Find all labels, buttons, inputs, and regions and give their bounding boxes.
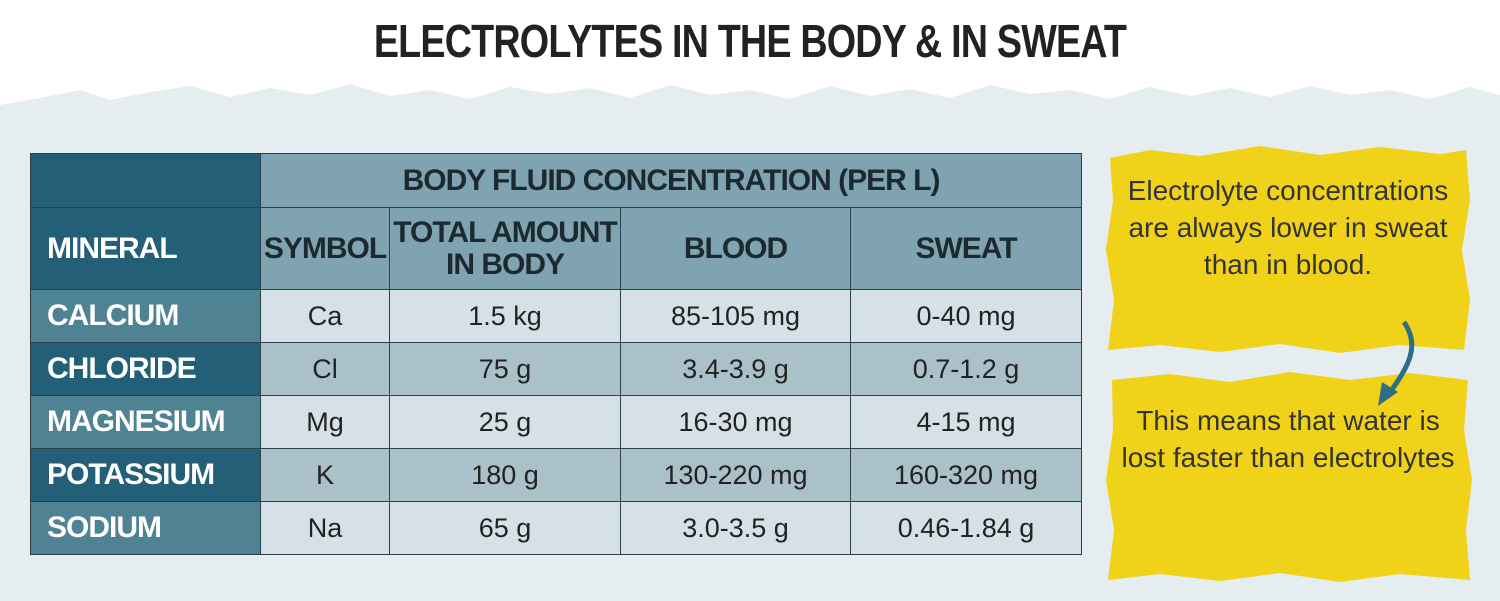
table-cell: 4-15 mg: [850, 395, 1082, 449]
table-cell: Na: [260, 501, 390, 555]
table-cell: 130-220 mg: [620, 448, 851, 502]
table-cell: Ca: [260, 289, 390, 343]
table-cell: CHLORIDE: [30, 342, 261, 396]
table-cell: 3.4-3.9 g: [620, 342, 851, 396]
table-cell: TOTAL AMOUNT IN BODY: [389, 207, 621, 290]
note: Electrolyte concentrations are always lo…: [1127, 175, 1449, 280]
table-cell: 3.0-3.5 g: [620, 501, 851, 555]
table-cell: 25 g: [389, 395, 621, 449]
table-cell: K: [260, 448, 390, 502]
table-cell: SODIUM: [30, 501, 261, 555]
table-row: MAGNESIUM Mg 25 g 16-30 mg 4-15 mg: [30, 395, 1082, 449]
table-cell: 1.5 kg: [389, 289, 621, 343]
table-cell: Cl: [260, 342, 390, 396]
table-row: SODIUM Na 65 g 3.0-3.5 g 0.46-1.84 g: [30, 501, 1082, 555]
table-cell: 85-105 mg: [620, 289, 851, 343]
table-row: CALCIUM Ca 1.5 kg 85-105 mg 0-40 mg: [30, 289, 1082, 343]
table-row: POTASSIUM K 180 g 130-220 mg 160-320 mg: [30, 448, 1082, 502]
table-row: MINERAL SYMBOL TOTAL AMOUNT IN BODY BLOOD SW…: [30, 207, 1082, 290]
table-cell: 16-30 mg: [620, 395, 851, 449]
note: This means that water is lost faster tha…: [1121, 405, 1455, 473]
table-cell: 0.46-1.84 g: [850, 501, 1082, 555]
table-cell: [30, 153, 261, 208]
table-cell: BODY FLUID CONCENTRATION (PER L): [260, 153, 1082, 208]
table-cell: 65 g: [389, 501, 621, 555]
table-row: BODY FLUID CONCENTRATION (PER L): [30, 153, 1082, 208]
table-row: CHLORIDE Cl 75 g 3.4-3.9 g 0.7-1.2 g: [30, 342, 1082, 396]
table-cell: 75 g: [389, 342, 621, 396]
table: BODY FLUID CONCENTRATION (PER L) MINERAL S…: [30, 153, 1082, 555]
table-cell: 180 g: [389, 448, 621, 502]
table-cell: MAGNESIUM: [30, 395, 261, 449]
table-cell: MINERAL: [30, 207, 261, 290]
title: ELECTROLYTES IN THE BODY & IN SWEAT: [373, 15, 1127, 67]
table-cell: 0.7-1.2 g: [850, 342, 1082, 396]
table-cell: SWEAT: [850, 207, 1082, 290]
table-cell: SYMBOL: [260, 207, 390, 290]
table-cell: BLOOD: [620, 207, 851, 290]
table-cell: Mg: [260, 395, 390, 449]
table-cell: 0-40 mg: [850, 289, 1082, 343]
table-cell: CALCIUM: [30, 289, 261, 343]
table-cell: 160-320 mg: [850, 448, 1082, 502]
table-cell: POTASSIUM: [30, 448, 261, 502]
